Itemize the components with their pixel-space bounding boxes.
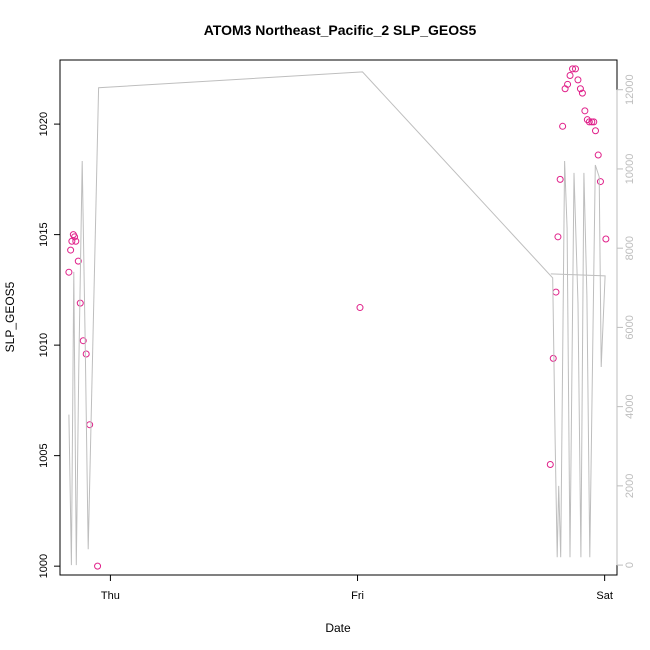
y2-tick-label: 0 [624, 562, 636, 568]
y-tick-label: 1005 [38, 443, 50, 467]
x-tick-label: Fri [351, 590, 364, 602]
data-point [571, 65, 579, 73]
series-line [68, 71, 606, 566]
data-point [65, 268, 73, 276]
x-axis-label: Date [325, 621, 351, 635]
y-tick-label: 1015 [38, 222, 50, 246]
data-point [564, 80, 572, 88]
data-point [574, 76, 582, 84]
y2-tick-label: 6000 [624, 315, 636, 339]
data-point [86, 421, 94, 429]
data-point [596, 178, 604, 186]
y2-tick-label: 4000 [624, 394, 636, 418]
data-point [581, 107, 589, 115]
data-point [79, 337, 87, 345]
data-point [94, 562, 102, 570]
data-point [576, 85, 584, 93]
y-axis-label: SLP_GEOS5 [3, 281, 17, 352]
y2-tick-label: 12000 [624, 74, 636, 105]
data-point [71, 233, 79, 241]
data-point [74, 257, 82, 265]
axes: 1000 1005 1010 1015 1020 0 2000 4000 6000 8000 100… [38, 74, 636, 602]
data-point [552, 288, 560, 296]
data-point [556, 175, 564, 183]
data-point [82, 350, 90, 358]
x-tick-label: Sat [596, 590, 613, 602]
data-point [569, 65, 577, 73]
data-point [356, 304, 364, 312]
data-point [72, 237, 80, 245]
plot-frame [59, 59, 618, 576]
y-tick-label: 1010 [38, 333, 50, 357]
data-point [566, 71, 574, 79]
y-tick-label: 1020 [38, 112, 50, 136]
data-point [67, 246, 75, 254]
data-point [590, 118, 598, 126]
series-layer [65, 65, 610, 570]
y2-tick-label: 10000 [624, 154, 636, 185]
data-point [602, 235, 610, 243]
chart-title: ATOM3 Northeast_Pacific_2 SLP_GEOS5 [204, 22, 477, 38]
data-point [594, 151, 602, 159]
data-point [592, 127, 600, 135]
data-point [549, 354, 557, 362]
y2-tick-label: 2000 [624, 474, 636, 498]
data-point [578, 89, 586, 97]
data-point [554, 233, 562, 241]
y-tick-label: 1000 [38, 554, 50, 578]
y2-tick-label: 8000 [624, 236, 636, 260]
x-tick-label: Thu [101, 590, 120, 602]
data-point [585, 118, 593, 126]
data-point [588, 118, 596, 126]
data-point [559, 122, 567, 130]
data-point [546, 460, 554, 468]
